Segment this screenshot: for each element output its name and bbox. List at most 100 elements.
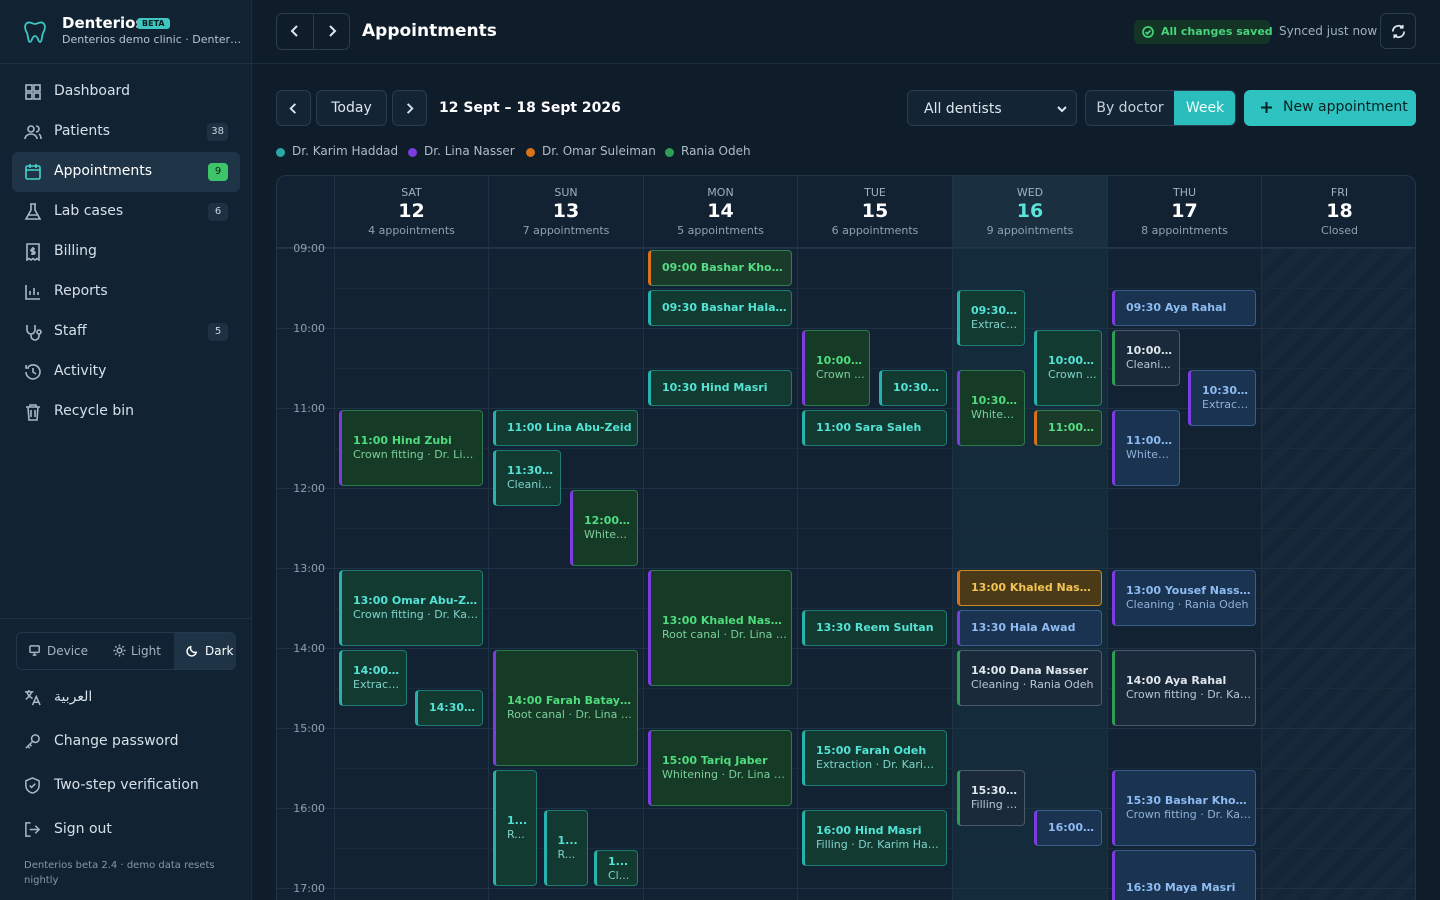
- sidebar-item-recycle-bin[interactable]: Recycle bin: [12, 392, 240, 432]
- day-number: 17: [1171, 200, 1198, 222]
- appointment-card[interactable]: 09:30 Bashar Halaseh: [648, 290, 792, 326]
- appointment-card[interactable]: 13:00 Khaled Nasser Root canal · Dr. Lina…: [648, 570, 792, 686]
- sidebar-item-activity[interactable]: Activity: [12, 352, 240, 392]
- appointment-card[interactable]: 13:00 Yousef Nasser Cleaning · Rania Odeh: [1112, 570, 1256, 626]
- appointment-card[interactable]: 09:00 Bashar Khoury: [648, 250, 792, 286]
- week-view-button[interactable]: Week: [1174, 91, 1235, 125]
- appointment-card[interactable]: 15:00 Tariq Jaber Whitening · Dr. Lina N.…: [648, 730, 792, 806]
- brand[interactable]: Denterios BETA Denterios demo clinic · D…: [0, 0, 252, 64]
- appointment-title: 12:00 ...: [584, 514, 633, 527]
- appointment-card[interactable]: 13:30 Hala Awad: [957, 610, 1102, 646]
- appointment-card[interactable]: 15:00 Farah Odeh Extraction · Dr. Karim .…: [802, 730, 947, 786]
- appointment-card[interactable]: 1... Cl...: [594, 850, 638, 886]
- theme-light-button[interactable]: Light: [113, 633, 173, 669]
- change-password-link[interactable]: Change password: [24, 730, 234, 754]
- theme-dark-button[interactable]: Dark: [174, 633, 236, 669]
- appointment-card[interactable]: 09:30 Aya Rahal: [1112, 290, 1256, 326]
- language-toggle[interactable]: العربية: [24, 686, 234, 710]
- legend-swatch: [408, 148, 417, 157]
- day-header-tue[interactable]: TUE 15 6 appointments: [797, 176, 952, 248]
- appointment-title: 10:30 ...: [1202, 384, 1251, 397]
- appointment-title: 14:30 ...: [429, 701, 478, 714]
- appointment-card[interactable]: 12:00 ... Whiten...: [570, 490, 638, 566]
- appointment-card[interactable]: 15:30 ... Filling ·...: [957, 770, 1025, 826]
- appointment-card[interactable]: 14:00 Aya Rahal Crown fitting · Dr. Kari.…: [1112, 650, 1256, 726]
- appointment-card[interactable]: 1... R...: [493, 770, 537, 886]
- appointment-card[interactable]: 14:00 Dana Nasser Cleaning · Rania Odeh: [957, 650, 1102, 706]
- appointment-card[interactable]: 10:30 Hind Masri: [648, 370, 792, 406]
- app-name: Denterios: [62, 14, 145, 32]
- appointment-card[interactable]: 13:00 Omar Abu-Zeid Crown fitting · Dr. K…: [339, 570, 483, 646]
- hour-gridline: [277, 408, 1415, 409]
- appointment-detail: Whiten...: [1126, 448, 1175, 461]
- appointment-card[interactable]: 11:00 Hind Zubi Crown fitting · Dr. Lin..…: [339, 410, 483, 486]
- appointment-card[interactable]: 16:00 ...: [1034, 810, 1102, 846]
- sidebar-item-staff[interactable]: Staff 5: [12, 312, 240, 352]
- by-doctor-view-button[interactable]: By doctor: [1096, 100, 1164, 116]
- appointment-card[interactable]: 10:00 ... Crown ...: [802, 330, 870, 406]
- date-range: 12 Sept – 18 Sept 2026: [439, 100, 621, 116]
- hour-label: 15:00: [293, 722, 325, 735]
- prev-week-button[interactable]: [276, 90, 311, 126]
- sidebar-item-patients[interactable]: Patients 38: [12, 112, 240, 152]
- theme-device-button[interactable]: Device: [29, 633, 107, 669]
- day-of-week: FRI: [1330, 186, 1349, 199]
- appointment-card[interactable]: 14:00 ... Extract...: [339, 650, 407, 706]
- appointment-title: 15:30 Bashar Khoury: [1126, 794, 1251, 807]
- appointment-detail: Crown fitting · Dr. Kari...: [1126, 808, 1251, 821]
- flask-icon: [24, 203, 42, 220]
- appointment-card[interactable]: 11:30 ... Cleani...: [493, 450, 561, 506]
- day-header-sat[interactable]: SAT 12 4 appointments: [334, 176, 488, 248]
- count-badge: 38: [207, 123, 228, 141]
- appointment-card[interactable]: 11:00 Sara Saleh: [802, 410, 947, 446]
- appointment-card[interactable]: 11:00 Lina Abu-Zeid: [493, 410, 638, 446]
- forward-button[interactable]: [314, 14, 350, 49]
- refresh-button[interactable]: [1380, 13, 1416, 49]
- two-step-verification-link[interactable]: Two-step verification: [24, 774, 234, 798]
- hour-label: 16:00: [293, 802, 325, 815]
- sidebar-item-dashboard[interactable]: Dashboard: [12, 72, 240, 112]
- day-header-thu[interactable]: THU 17 8 appointments: [1107, 176, 1261, 248]
- appointment-card[interactable]: 10:30 ... Extract...: [1188, 370, 1256, 426]
- appointment-title: 09:30 Aya Rahal: [1126, 301, 1227, 314]
- back-button[interactable]: [277, 14, 313, 49]
- appointment-card[interactable]: 16:30 Maya Masri: [1112, 850, 1256, 900]
- new-appointment-button[interactable]: New appointment: [1244, 90, 1416, 126]
- appointment-card[interactable]: 10:30 ... Whiten...: [957, 370, 1025, 446]
- appointment-card[interactable]: 16:00 Hind Masri Filling · Dr. Karim Had.…: [802, 810, 947, 866]
- sync-status: Synced just now: [1279, 24, 1378, 38]
- hour-gridline: [277, 648, 1415, 649]
- appointment-card[interactable]: 13:00 Khaled Nasser: [957, 570, 1102, 606]
- count-badge: 6: [208, 203, 228, 221]
- day-header-mon[interactable]: MON 14 5 appointments: [643, 176, 797, 248]
- appointment-card[interactable]: 11:00 ... Whiten...: [1112, 410, 1180, 486]
- appointment-card[interactable]: 10:30 ...: [879, 370, 947, 406]
- day-header-sun[interactable]: SUN 13 7 appointments: [488, 176, 643, 248]
- appointment-detail: Crown fitting · Dr. Kari...: [1126, 688, 1251, 701]
- sidebar-item-lab-cases[interactable]: Lab cases 6: [12, 192, 240, 232]
- today-button[interactable]: Today: [316, 90, 387, 126]
- day-count: Closed: [1321, 224, 1358, 237]
- appointment-card[interactable]: 15:30 Bashar Khoury Crown fitting · Dr. K…: [1112, 770, 1256, 846]
- appointment-detail: Crown fitting · Dr. Lin...: [353, 448, 478, 461]
- appointment-card[interactable]: 1... R...: [543, 810, 588, 886]
- sign-out-link[interactable]: Sign out: [24, 818, 234, 842]
- sidebar-item-label: Appointments: [54, 163, 153, 179]
- next-week-button[interactable]: [392, 90, 427, 126]
- sidebar-item-reports[interactable]: Reports: [12, 272, 240, 312]
- appointment-card[interactable]: 09:30 ... Extract...: [957, 290, 1025, 346]
- appointment-card[interactable]: 13:30 Reem Sultan: [802, 610, 947, 646]
- dentist-filter-select[interactable]: All dentists: [907, 90, 1077, 126]
- appointment-title: 13:30 Reem Sultan: [816, 621, 934, 634]
- appointment-card[interactable]: 14:00 Farah Batayneh Root canal · Dr. Lin…: [493, 650, 638, 766]
- sidebar-item-billing[interactable]: Billing: [12, 232, 240, 272]
- appointment-card[interactable]: 10:00 ... Cleani...: [1112, 330, 1180, 386]
- day-header-fri[interactable]: FRI 18 Closed: [1261, 176, 1415, 248]
- appointment-card[interactable]: 10:00 ... Crown ...: [1034, 330, 1102, 406]
- sidebar-item-appointments[interactable]: Appointments 9: [12, 152, 240, 192]
- chevron-down-icon: [1057, 106, 1067, 113]
- appointment-card[interactable]: 14:30 ...: [415, 690, 483, 726]
- day-header-wed[interactable]: WED 16 9 appointments: [952, 176, 1107, 248]
- appointment-card[interactable]: 11:00 ...: [1034, 410, 1102, 446]
- day-number: 18: [1326, 200, 1353, 222]
